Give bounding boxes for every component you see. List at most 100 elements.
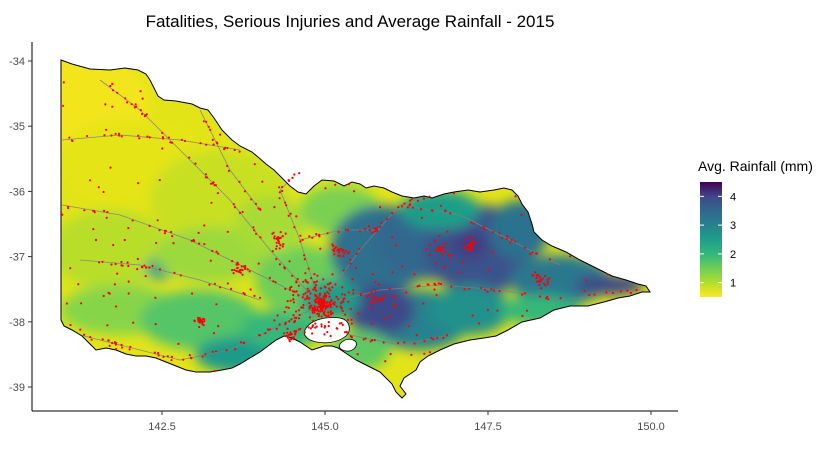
crash-point — [333, 247, 336, 250]
crash-point — [113, 283, 116, 286]
crash-point — [279, 231, 282, 234]
crash-point — [104, 103, 107, 106]
crash-point — [326, 305, 329, 309]
crash-point — [432, 338, 435, 341]
legend-colorbar — [700, 182, 722, 297]
crash-point — [274, 281, 277, 284]
crash-point — [170, 230, 173, 234]
rainfall-cell — [500, 295, 580, 325]
crash-point — [525, 309, 529, 312]
crash-point — [500, 236, 504, 240]
crash-point — [374, 280, 377, 283]
crash-point — [313, 307, 317, 310]
crash-point — [94, 238, 98, 242]
crash-point — [331, 286, 334, 289]
crash-point — [491, 251, 494, 254]
crash-point — [347, 318, 350, 321]
crash-point — [166, 355, 169, 358]
crash-point — [439, 282, 443, 286]
crash-point — [383, 294, 387, 298]
crash-point — [190, 239, 193, 242]
crash-point — [318, 294, 321, 297]
crash-point — [121, 264, 124, 267]
crash-point — [461, 261, 464, 264]
crash-point — [80, 302, 83, 305]
crash-point — [212, 332, 215, 335]
crash-point — [202, 120, 205, 123]
crash-point — [388, 288, 391, 291]
crash-point — [541, 277, 544, 280]
crash-point — [367, 225, 371, 228]
crash-point — [273, 235, 276, 238]
crash-point — [452, 192, 455, 195]
crash-point — [393, 305, 396, 308]
crash-point — [106, 211, 109, 214]
crash-point — [353, 190, 356, 193]
crash-point — [105, 216, 108, 219]
crash-point — [339, 248, 342, 251]
crash-point — [391, 295, 394, 298]
crash-point — [107, 339, 110, 342]
crash-point — [425, 248, 428, 251]
crash-point — [209, 182, 212, 185]
crash-point — [585, 279, 588, 282]
crash-point — [283, 310, 286, 314]
crash-point — [350, 322, 353, 325]
legend-tick-label: 1 — [730, 278, 736, 290]
crash-point — [238, 180, 241, 183]
crash-point — [324, 286, 327, 289]
crash-point — [108, 292, 111, 295]
road-line — [299, 229, 380, 241]
crash-point — [233, 148, 236, 152]
crash-point — [321, 303, 325, 306]
crash-point — [406, 206, 409, 209]
x-tick-label: 142.5 — [148, 421, 176, 433]
crash-point — [470, 236, 473, 239]
crash-point — [144, 275, 147, 278]
crash-point — [293, 226, 296, 229]
crash-point — [156, 219, 159, 222]
crash-point — [359, 293, 362, 297]
crash-point — [223, 148, 226, 151]
crash-point — [108, 344, 111, 347]
crash-point — [408, 199, 412, 202]
crash-point — [215, 250, 218, 253]
crash-point — [170, 359, 173, 362]
crash-point — [520, 213, 523, 217]
crash-point — [203, 224, 206, 227]
crash-point — [289, 331, 292, 334]
crash-point — [531, 274, 534, 277]
crash-point — [329, 305, 332, 309]
crash-point — [136, 268, 139, 271]
crash-point — [327, 311, 330, 314]
crash-point — [373, 296, 376, 299]
crash-point — [243, 190, 246, 193]
crash-point — [148, 266, 151, 269]
crash-point — [287, 306, 290, 309]
crash-point — [300, 306, 303, 309]
crash-point — [70, 139, 73, 142]
crash-point — [204, 353, 207, 356]
road-line — [99, 79, 321, 306]
crash-point — [326, 232, 329, 235]
rainfall-cell — [430, 285, 510, 335]
crash-point — [216, 192, 219, 195]
crash-point — [118, 134, 121, 137]
crash-point — [349, 307, 352, 310]
crash-point — [371, 231, 374, 234]
crash-point — [148, 136, 151, 139]
crash-point — [325, 294, 328, 297]
crash-point — [257, 262, 260, 265]
crash-point — [445, 334, 449, 337]
crash-point — [235, 269, 238, 272]
crash-point — [410, 353, 413, 356]
crash-point — [139, 109, 142, 112]
crash-point — [474, 241, 477, 244]
crash-point — [273, 319, 276, 322]
crash-point — [143, 115, 146, 118]
crash-point — [243, 267, 247, 270]
crash-point — [208, 283, 211, 286]
crash-point — [182, 358, 185, 361]
crash-point — [111, 89, 115, 92]
